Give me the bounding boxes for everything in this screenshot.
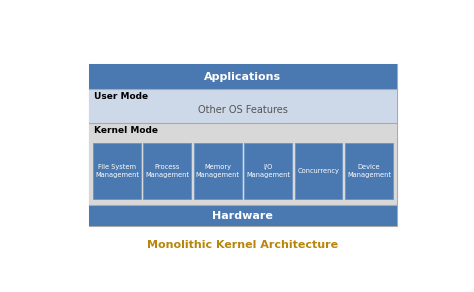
- Text: Other OS Features: Other OS Features: [198, 105, 288, 115]
- Bar: [89, 89, 397, 123]
- Text: Monolithic Kernel Architecture: Monolithic Kernel Architecture: [147, 240, 338, 250]
- Text: Process
Management: Process Management: [146, 164, 189, 178]
- Text: Memory
Management: Memory Management: [196, 164, 240, 178]
- Text: User Mode: User Mode: [94, 92, 148, 101]
- Text: Concurrency: Concurrency: [298, 168, 339, 174]
- Bar: [89, 64, 397, 226]
- Bar: [194, 143, 242, 199]
- Text: Device
Management: Device Management: [347, 164, 391, 178]
- Bar: [244, 143, 292, 199]
- Bar: [144, 143, 191, 199]
- Text: Applications: Applications: [204, 72, 282, 82]
- Text: File System
Management: File System Management: [95, 164, 139, 178]
- Bar: [295, 143, 342, 199]
- Bar: [89, 123, 397, 205]
- Text: Kernel Mode: Kernel Mode: [94, 126, 158, 135]
- Bar: [89, 64, 397, 89]
- Text: Hardware: Hardware: [212, 211, 273, 221]
- Text: I/O
Management: I/O Management: [246, 164, 290, 178]
- Bar: [93, 143, 141, 199]
- Bar: [89, 205, 397, 226]
- Bar: [345, 143, 393, 199]
